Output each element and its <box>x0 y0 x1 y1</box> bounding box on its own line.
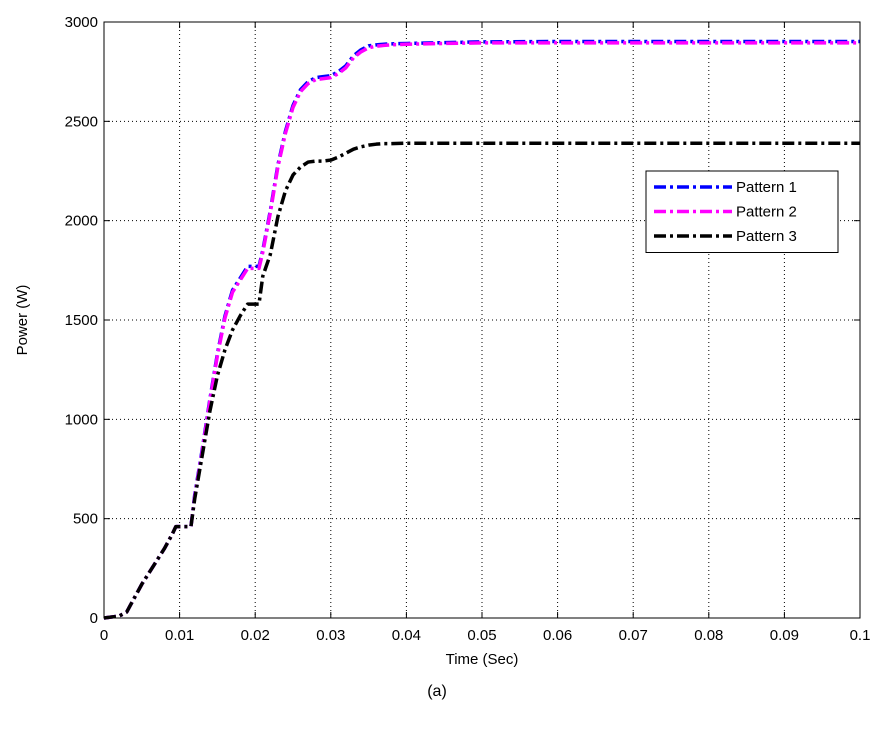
legend-label-pattern-1: Pattern 1 <box>736 179 797 196</box>
grid-lines <box>104 22 860 618</box>
legend: Pattern 1 Pattern 2 Pattern 3 <box>645 170 839 253</box>
plot-area-frame <box>103 21 861 619</box>
y-tick-label: 500 <box>73 511 98 528</box>
axis-tick-labels: 0 0.01 0.02 0.03 0.04 0.05 0.06 0.07 0.08 0.09 0.1… <box>65 14 871 644</box>
series-line-pattern-1 <box>103 39 860 620</box>
x-tick-label: 0.03 <box>316 627 345 644</box>
x-tick-label: 0.1 <box>850 627 871 644</box>
legend-label-pattern-3: Pattern 3 <box>736 228 797 245</box>
axis-ticks <box>103 21 861 619</box>
figure-caption: (a) <box>427 683 447 700</box>
y-tick-label: 3000 <box>65 14 98 31</box>
x-tick-label: 0.06 <box>543 627 572 644</box>
x-tick-label: 0 <box>100 627 108 644</box>
y-tick-label: 1500 <box>65 312 98 329</box>
legend-label-pattern-2: Pattern 2 <box>736 204 797 221</box>
x-tick-label: 0.01 <box>165 627 194 644</box>
y-tick-label: 2000 <box>65 213 98 230</box>
y-tick-label: 1000 <box>65 411 98 428</box>
x-tick-label: 0.04 <box>392 627 421 644</box>
x-tick-label: 0.09 <box>770 627 799 644</box>
x-tick-label: 0.07 <box>619 627 648 644</box>
y-axis-label: Power (W) <box>14 285 31 356</box>
y-tick-label: 0 <box>90 610 98 627</box>
x-tick-label: 0.02 <box>241 627 270 644</box>
x-tick-label: 0.08 <box>694 627 723 644</box>
x-axis-label: Time (Sec) <box>446 651 519 668</box>
x-tick-label: 0.05 <box>467 627 496 644</box>
series-line-pattern-3 <box>103 141 860 620</box>
plot-series <box>103 39 860 620</box>
series-line-pattern-2 <box>103 41 860 620</box>
y-tick-label: 2500 <box>65 113 98 130</box>
